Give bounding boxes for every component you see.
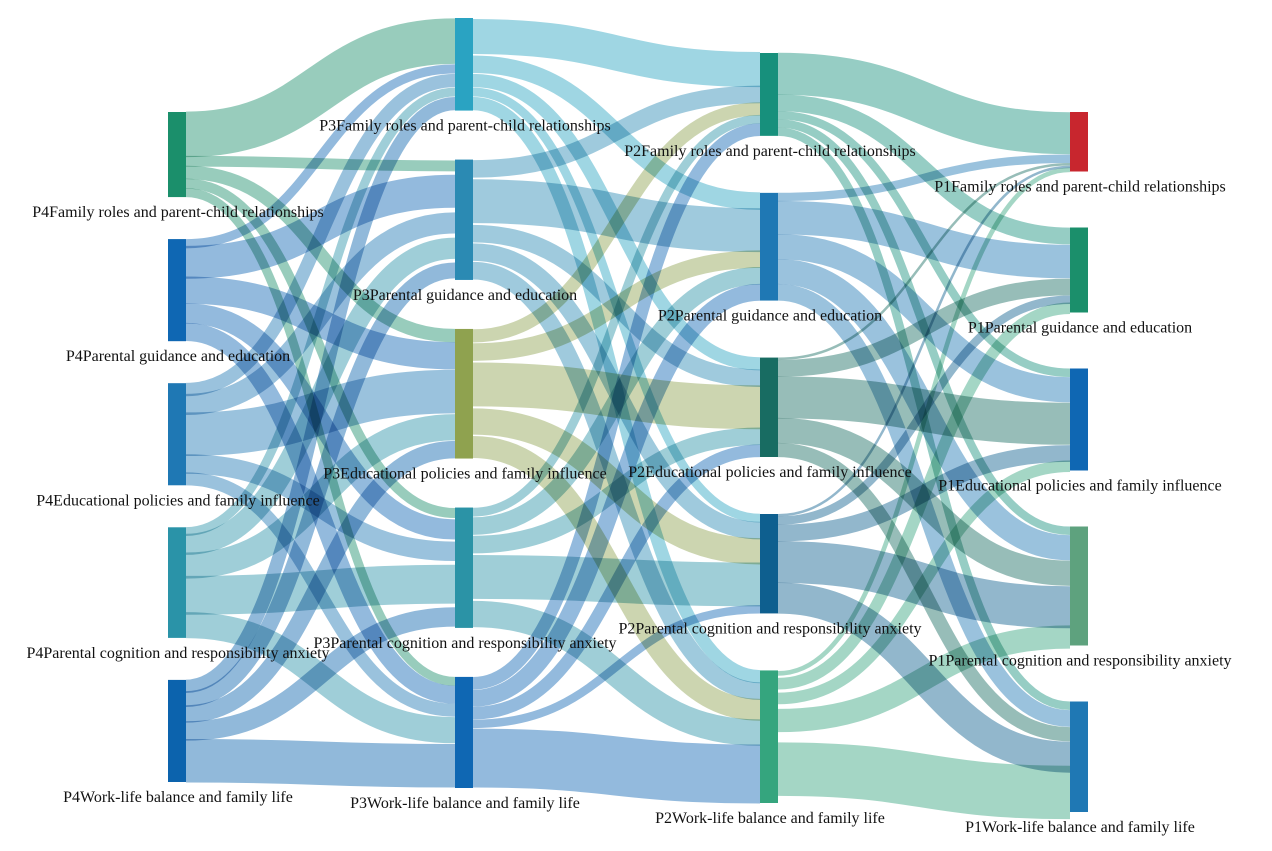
nodes-layer: [168, 18, 1088, 812]
link-P2-family-to-P1-guidance: [777, 94, 1071, 245]
node-label-P1-worklife: P1Work-life balance and family life: [965, 819, 1195, 836]
link-P3-worklife-to-P2-policy: [472, 444, 761, 720]
node-P2-worklife[interactable]: [760, 670, 778, 803]
link-P3-worklife-to-P2-guidance: [472, 283, 761, 707]
link-P4-family-to-P3-anxiety: [185, 178, 456, 518]
node-label-P2-family: P2Family roles and parent-child relation…: [624, 143, 916, 160]
node-P3-family[interactable]: [455, 18, 473, 111]
link-P2-family-to-P1-family: [777, 52, 1071, 155]
link-P2-policy-to-P1-family: [777, 163, 1071, 361]
node-label-P1-policy: P1Educational policies and family influe…: [938, 478, 1221, 495]
link-P3-worklife-to-P2-family: [472, 123, 761, 690]
link-P3-worklife-to-P2-anxiety: [472, 605, 761, 729]
node-P2-family[interactable]: [760, 53, 778, 136]
link-P2-guidance-to-P1-guidance: [777, 200, 1071, 279]
link-P4-family-to-P3-policy: [185, 165, 456, 343]
node-P4-policy[interactable]: [168, 383, 186, 486]
link-P2-worklife-to-P1-family: [777, 167, 1071, 676]
link-P4-guidance-to-P3-family: [185, 64, 456, 249]
node-label-P2-policy: P2Educational policies and family influe…: [628, 464, 911, 481]
node-P1-anxiety[interactable]: [1070, 526, 1088, 646]
node-P3-anxiety[interactable]: [455, 507, 473, 628]
node-label-P2-guidance: P2Parental guidance and education: [658, 308, 882, 325]
node-label-P3-guidance: P3Parental guidance and education: [353, 287, 577, 304]
node-label-P1-guidance: P1Parental guidance and education: [968, 320, 1192, 337]
link-P4-worklife-to-P3-anxiety: [185, 607, 456, 741]
link-P4-worklife-to-P3-worklife: [185, 738, 456, 788]
node-P3-policy[interactable]: [455, 328, 473, 459]
node-label-P4-worklife: P4Work-life balance and family life: [63, 789, 293, 806]
link-P4-worklife-to-P3-family: [185, 96, 456, 693]
link-P2-worklife-to-P1-anxiety: [777, 625, 1071, 733]
node-label-P2-worklife: P2Work-life balance and family life: [655, 810, 885, 827]
link-P4-policy-to-P3-family: [185, 73, 456, 397]
node-P4-family[interactable]: [168, 112, 186, 198]
link-P3-worklife-to-P2-worklife: [472, 728, 761, 804]
node-P1-policy[interactable]: [1070, 368, 1088, 471]
link-P4-family-to-P3-family: [185, 18, 456, 158]
link-P3-guidance-to-P2-family: [472, 85, 761, 178]
link-P2-policy-to-P1-guidance: [777, 278, 1071, 377]
labels-layer: P4Family roles and parent-child relation…: [26, 118, 1231, 836]
node-label-P4-family: P4Family roles and parent-child relation…: [32, 204, 324, 221]
node-label-P4-guidance: P4Parental guidance and education: [66, 348, 290, 365]
node-label-P2-anxiety: P2Parental cognition and responsibility …: [618, 620, 921, 637]
link-P3-anxiety-to-P2-worklife: [472, 600, 761, 746]
link-P3-anxiety-to-P2-family: [472, 114, 761, 517]
node-label-P3-worklife: P3Work-life balance and family life: [350, 795, 580, 812]
node-label-P3-policy: P3Educational policies and family influe…: [323, 466, 606, 483]
node-label-P4-policy: P4Educational policies and family influe…: [36, 492, 319, 509]
node-P3-worklife[interactable]: [455, 676, 473, 788]
node-P1-worklife[interactable]: [1070, 701, 1088, 813]
node-label-P3-anxiety: P3Parental cognition and responsibility …: [313, 635, 616, 652]
link-P2-anxiety-to-P1-family: [777, 165, 1071, 517]
node-P4-guidance[interactable]: [168, 239, 186, 342]
link-P3-family-to-P2-family: [472, 18, 761, 88]
node-label-P1-anxiety: P1Parental cognition and responsibility …: [928, 653, 1231, 670]
link-P3-policy-to-P2-family: [472, 102, 761, 343]
link-P2-worklife-to-P1-policy: [777, 460, 1071, 705]
node-P4-worklife[interactable]: [168, 679, 186, 782]
node-P1-family[interactable]: [1070, 112, 1088, 172]
node-label-P1-family: P1Family roles and parent-child relation…: [934, 179, 1226, 196]
link-P2-worklife-to-P1-worklife: [777, 742, 1071, 820]
link-P4-worklife-to-P3-guidance: [185, 262, 456, 707]
link-P2-guidance-to-P1-family: [777, 154, 1071, 202]
node-P1-guidance[interactable]: [1070, 227, 1088, 313]
node-P2-guidance[interactable]: [760, 192, 778, 301]
node-P2-anxiety[interactable]: [760, 514, 778, 614]
links-layer: [185, 18, 1071, 820]
node-label-P3-family: P3Family roles and parent-child relation…: [319, 118, 611, 135]
node-P4-anxiety[interactable]: [168, 527, 186, 638]
link-P2-worklife-to-P1-guidance: [777, 302, 1071, 690]
link-P4-worklife-to-P3-policy: [185, 440, 456, 723]
node-P2-policy[interactable]: [760, 357, 778, 457]
link-P2-anxiety-to-P1-guidance: [777, 295, 1071, 525]
node-P3-guidance[interactable]: [455, 159, 473, 280]
link-P4-anxiety-to-P3-family: [185, 87, 456, 536]
node-label-P4-anxiety: P4Parental cognition and responsibility …: [26, 645, 329, 662]
